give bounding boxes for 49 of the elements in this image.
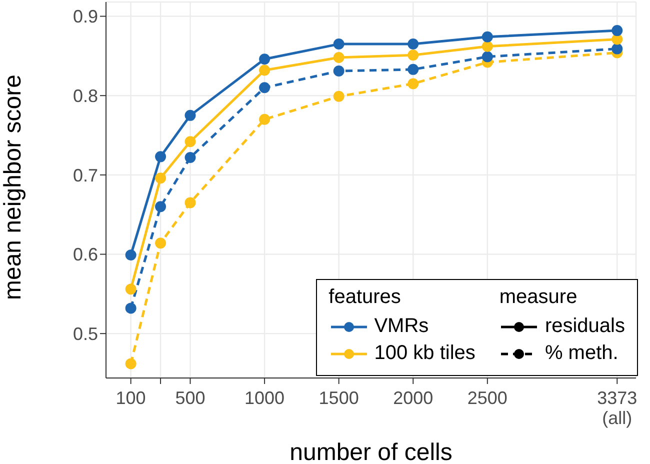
point [482, 40, 493, 52]
point [125, 284, 136, 295]
point [125, 358, 136, 370]
annotation: residuals [544, 315, 625, 337]
point [125, 302, 136, 314]
point [482, 51, 493, 62]
x-axis-title: number of cells [290, 439, 452, 464]
point [333, 66, 344, 77]
point [184, 197, 196, 208]
point [259, 54, 270, 65]
x-tick-label: 2000 [393, 388, 434, 408]
legend-label: VMRs [374, 315, 429, 337]
y-tick-label: 0.8 [72, 86, 98, 106]
annotation: % meth. [544, 342, 618, 364]
point [184, 152, 196, 163]
point [408, 64, 419, 75]
x-tick-label: 500 [175, 388, 206, 408]
x-tick-label: 2500 [467, 388, 508, 408]
y-tick-label: 0.9 [72, 6, 98, 27]
annotation: measure [499, 286, 578, 309]
point [125, 250, 136, 261]
y-axis-title: mean neighbor score [0, 74, 27, 300]
x-tick-label: 100 [116, 388, 146, 408]
point [184, 136, 196, 148]
point [155, 151, 166, 162]
point [612, 25, 623, 36]
point [259, 114, 270, 125]
x-tick-label: 1000 [244, 388, 285, 408]
point [259, 82, 270, 94]
x-tick-label: 1500 [318, 388, 359, 408]
point [482, 31, 493, 42]
legend-label: 100 kb tiles [374, 342, 476, 364]
x-tick-label: 3373 (all) [597, 388, 638, 428]
point [184, 110, 196, 121]
point [155, 172, 166, 184]
point [155, 201, 166, 212]
point [333, 38, 344, 50]
y-tick-label: 0.7 [72, 165, 98, 186]
legend-title: features [328, 286, 402, 309]
point [408, 38, 419, 50]
point [408, 78, 419, 90]
point [408, 50, 419, 61]
y-tick-label: 0.6 [72, 244, 98, 265]
point [259, 64, 270, 76]
y-tick-label: 0.5 [72, 324, 98, 344]
point [155, 238, 166, 249]
point [333, 90, 344, 102]
point [333, 52, 344, 64]
point [612, 43, 623, 54]
